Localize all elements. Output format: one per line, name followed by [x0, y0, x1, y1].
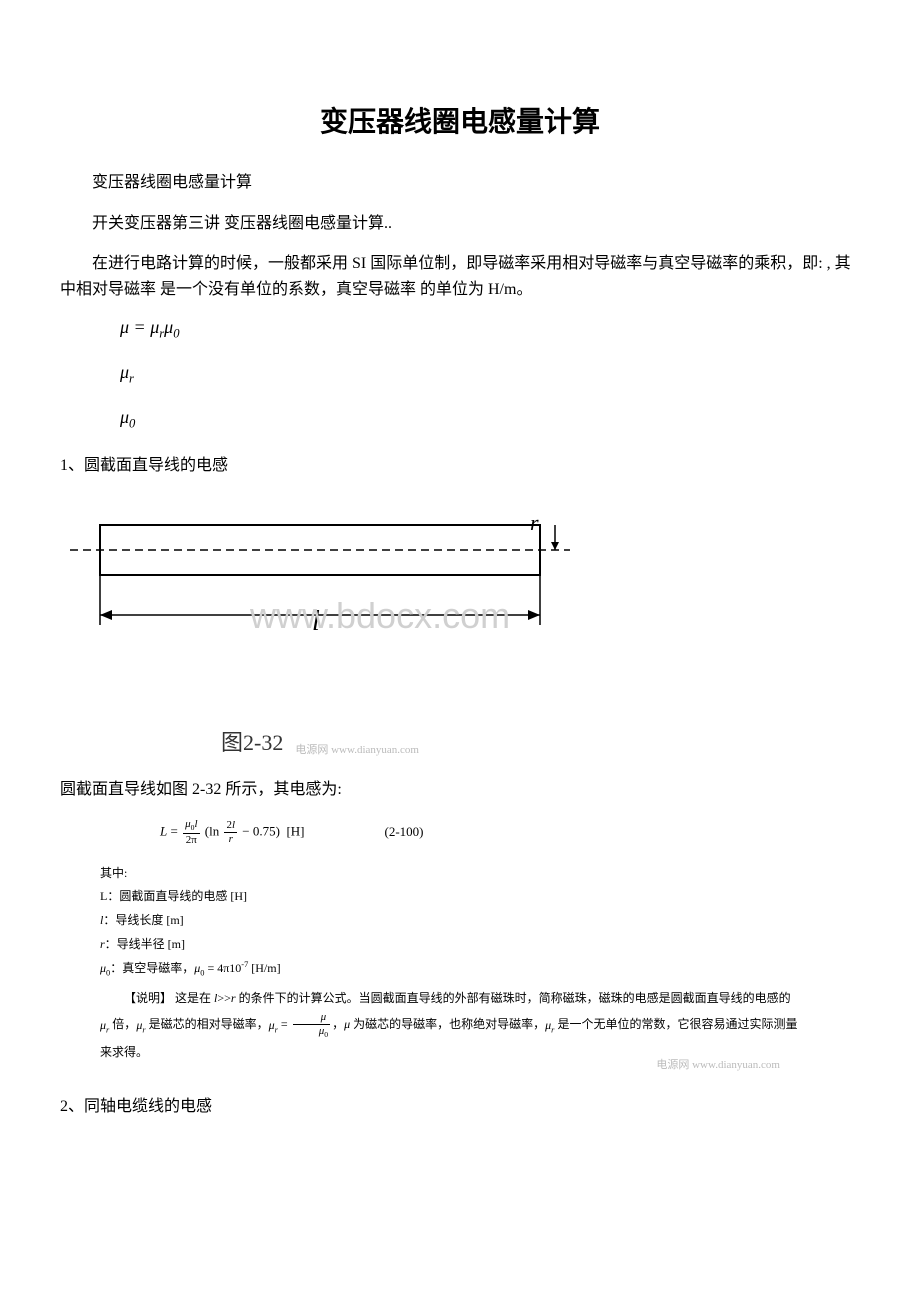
- formula-2-100: L = μ0l2π (ln 2lr − 0.75) [H]: [160, 818, 305, 847]
- document-title: 变压器线圈电感量计算: [60, 100, 860, 140]
- explanation-header: 其中:: [100, 862, 800, 885]
- paragraph-1: 变压器线圈电感量计算: [60, 170, 860, 196]
- formula-mu-r: μr: [120, 362, 860, 387]
- section-1-heading: 1、圆截面直导线的电感: [60, 451, 860, 475]
- formula-2-100-number: (2-100): [385, 824, 424, 840]
- figure-2-32-container: r l www.bdocx.com 图2-32 电源网 www.dianyuan…: [60, 495, 580, 757]
- section-2-heading: 2、同轴电缆线的电感: [60, 1092, 860, 1116]
- paragraph-4: 圆截面直导线如图 2-32 所示，其电感为:: [60, 777, 860, 803]
- formula-2-100-block: L = μ0l2π (ln 2lr − 0.75) [H] (2-100): [160, 818, 860, 847]
- explanation-r: r：导线半径 [m]: [100, 933, 800, 956]
- paragraph-2: 开关变压器第三讲 变压器线圈电感量计算..: [60, 211, 860, 237]
- formula-mu-eq: μ = μrμ0: [120, 317, 860, 342]
- paragraph-3: 在进行电路计算的时候，一般都采用 SI 国际单位制，即导磁率采用相对导磁率与真空…: [60, 251, 860, 302]
- figure-2-32: r l www.bdocx.com: [60, 495, 580, 695]
- svg-text:r: r: [530, 510, 539, 535]
- figure-watermark-small: 电源网 www.dianyuan.com: [295, 744, 419, 756]
- figure-2-32-caption: 图2-32: [221, 725, 283, 757]
- formula-block-mu: μ = μrμ0 μr μ0: [120, 317, 860, 431]
- explanation-mu0: μ0：真空导磁率，μ0 = 4π10-7 [H/m]: [100, 957, 800, 981]
- explanation-note: 【说明】 这是在 l>>r 的条件下的计算公式。当圆截面直导线的外部有磁珠时，简…: [100, 986, 800, 1065]
- figure-caption-area: 图2-32 电源网 www.dianyuan.com: [60, 725, 580, 757]
- formula-mu-0: μ0: [120, 407, 860, 432]
- explanation-l: l：导线长度 [m]: [100, 909, 800, 932]
- explanation-block: 其中: L：圆截面直导线的电感 [H] l：导线长度 [m] r：导线半径 [m…: [100, 862, 800, 1066]
- svg-text:l: l: [312, 606, 320, 637]
- explanation-L: L：圆截面直导线的电感 [H]: [100, 885, 800, 908]
- explanation-watermark: 电源网 www.dianyuan.com: [60, 1056, 780, 1072]
